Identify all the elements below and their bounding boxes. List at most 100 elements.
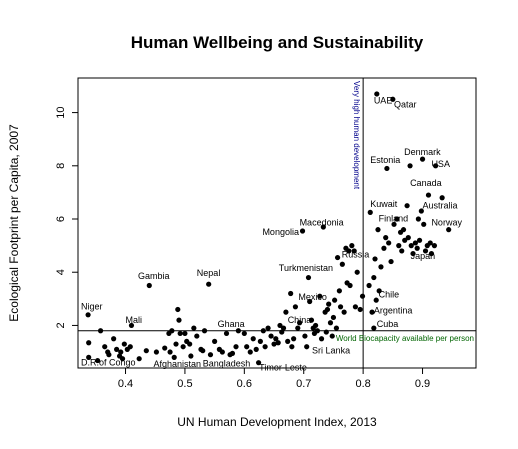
data-point [86, 340, 92, 346]
data-point [416, 237, 423, 243]
data-point [415, 216, 421, 222]
data-point [279, 329, 285, 335]
data-points [85, 91, 452, 366]
data-point [289, 344, 295, 350]
data-point [102, 344, 108, 350]
data-point [337, 304, 344, 310]
point-label: Mexico [298, 292, 327, 302]
x-axis: 0.4 0.5 0.6 0.7 0.8 0.9 [118, 368, 430, 390]
data-point [273, 336, 279, 342]
data-point [167, 349, 173, 355]
y-axis-label: Ecological Footprint per Capita, 2007 [7, 124, 21, 322]
data-point [433, 163, 439, 169]
data-point [143, 348, 149, 354]
data-point [323, 329, 329, 335]
data-point [407, 163, 413, 169]
data-point [384, 165, 390, 172]
data-point [391, 221, 397, 227]
y-axis: 2 4 6 8 10 [55, 106, 78, 328]
point-label: UAE [374, 95, 393, 105]
point-label: Qatar [394, 99, 417, 109]
data-point [253, 346, 259, 352]
very-high-hdi-label: Very high human development [352, 81, 361, 190]
data-point [262, 344, 268, 350]
data-point [412, 240, 419, 246]
data-point [405, 235, 411, 241]
data-point [265, 325, 271, 331]
data-point [354, 269, 360, 275]
data-point [378, 264, 384, 270]
data-point [271, 341, 277, 347]
data-point [346, 248, 352, 254]
point-label: USA [431, 159, 450, 169]
data-point [414, 245, 420, 251]
data-point [171, 354, 177, 360]
data-point [428, 250, 435, 257]
data-point [367, 209, 373, 215]
data-point [333, 325, 340, 331]
data-point [275, 340, 281, 346]
data-point [383, 235, 389, 241]
point-label: Russia [342, 250, 370, 260]
point-label: Bangladesh [203, 359, 251, 369]
plot-frame [77, 77, 477, 369]
data-point [146, 282, 152, 289]
data-point [200, 348, 206, 354]
data-point [439, 195, 445, 201]
point-label: Cuba [377, 319, 399, 329]
point-label: Niger [81, 301, 103, 311]
data-point [388, 258, 394, 265]
x-tick-label: 0.5 [177, 378, 192, 390]
data-point [307, 298, 313, 305]
data-point [347, 282, 353, 289]
point-label: Afghanistan [153, 359, 201, 369]
data-point [421, 221, 427, 227]
data-point [257, 338, 263, 344]
data-point [394, 216, 400, 222]
data-point [206, 281, 212, 287]
point-label: China [288, 315, 312, 325]
data-point [369, 309, 375, 315]
data-point [427, 240, 433, 246]
data-point [111, 336, 117, 342]
data-point [283, 309, 289, 315]
data-point [318, 336, 325, 342]
data-point [373, 297, 379, 303]
data-point [255, 360, 262, 366]
point-label: Mongolia [262, 227, 299, 237]
data-point [402, 237, 408, 243]
y-tick-label: 10 [55, 106, 67, 118]
data-point [180, 344, 186, 350]
x-tick-label: 0.9 [415, 378, 430, 390]
data-point [352, 304, 359, 310]
data-point [376, 288, 382, 294]
data-point [223, 330, 230, 337]
data-point [201, 328, 208, 334]
data-point [295, 325, 301, 331]
data-point [127, 344, 133, 350]
data-point [400, 227, 407, 233]
x-tick-label: 0.8 [355, 378, 370, 390]
data-point [332, 297, 338, 303]
data-point [233, 344, 239, 350]
point-label: Mali [126, 315, 143, 325]
point-label: Nepal [197, 268, 221, 278]
data-point [136, 356, 142, 362]
point-labels: UAE Qatar Denmark USA Estonia Canada Kuwait Aus… [81, 95, 462, 372]
data-point [374, 91, 380, 97]
data-point [425, 192, 432, 198]
data-point [410, 250, 416, 257]
data-point [291, 336, 297, 342]
x-axis-label: UN Human Development Index, 2013 [177, 415, 377, 429]
data-point [304, 344, 310, 350]
point-label: Kuwait [370, 199, 398, 209]
x-tick-label: 0.7 [296, 378, 311, 390]
data-point [431, 243, 438, 249]
data-point [212, 338, 218, 344]
data-point [288, 290, 294, 297]
data-point [173, 341, 179, 347]
data-point [386, 240, 392, 246]
y-tick-label: 8 [55, 163, 67, 169]
data-point [302, 333, 308, 339]
